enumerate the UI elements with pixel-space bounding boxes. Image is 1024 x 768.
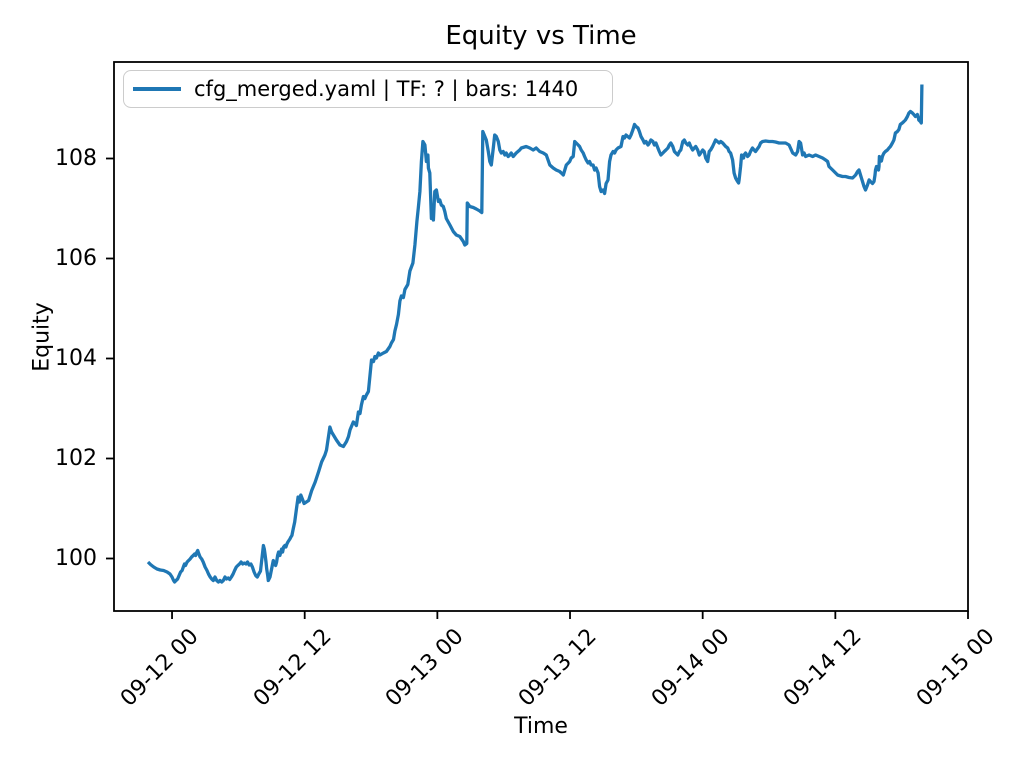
legend-line-swatch	[133, 87, 181, 91]
equity-line	[146, 84, 924, 584]
plot-area	[113, 61, 969, 612]
x-axis-label: Time	[514, 714, 568, 739]
y-tick-label: 108	[55, 145, 97, 171]
y-axis-label: Equity	[29, 302, 55, 372]
y-tick-label: 102	[55, 445, 97, 471]
plot-title: Equity vs Time	[445, 21, 637, 51]
y-axis-ticks	[106, 157, 114, 560]
y-tick-label: 106	[55, 245, 97, 271]
legend-label: cfg_merged.yaml | TF: ? | bars: 1440	[194, 77, 579, 101]
legend: cfg_merged.yaml | TF: ? | bars: 1440	[123, 70, 613, 108]
y-tick-label: 104	[55, 345, 97, 371]
y-tick-label: 100	[55, 545, 97, 571]
x-axis-ticks	[171, 611, 969, 619]
